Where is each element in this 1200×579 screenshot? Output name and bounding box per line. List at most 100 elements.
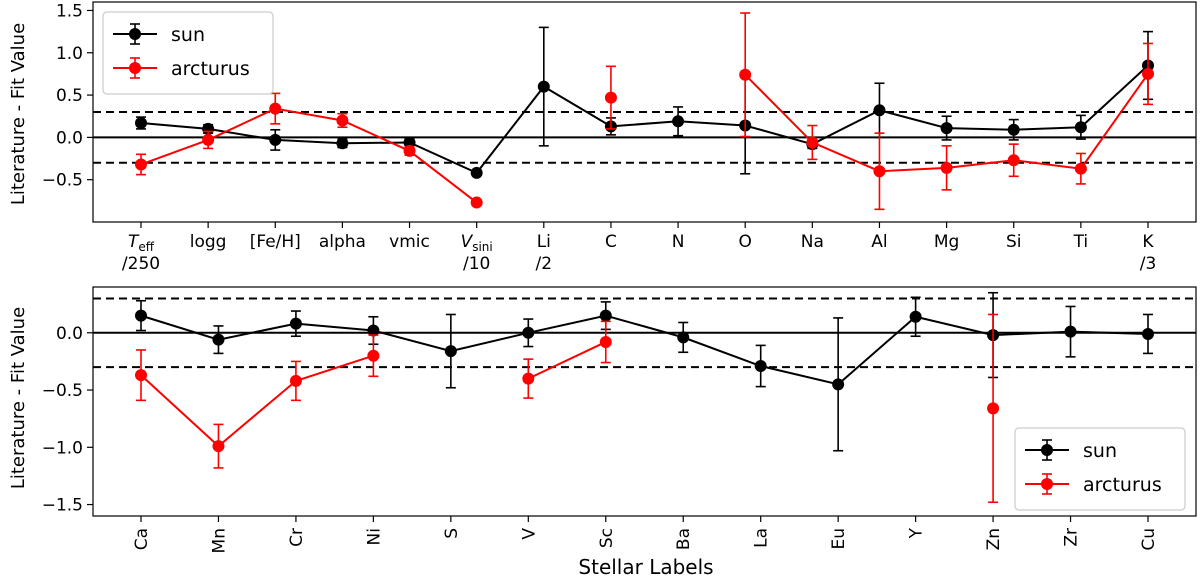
- legend-marker-arcturus: [1041, 478, 1053, 490]
- x-tick-label: Ca: [132, 528, 152, 550]
- x-axis-label: Stellar Labels: [578, 555, 713, 579]
- sun-point: [873, 104, 886, 117]
- arcturus-point: [403, 144, 416, 157]
- sun-series-line: [140, 64, 1149, 175]
- sun-point: [1064, 325, 1077, 338]
- legend: sun arcturus: [1014, 427, 1186, 511]
- x-tick-label: Eu: [829, 528, 849, 550]
- sun-point: [135, 309, 147, 322]
- y-tick-label: 0.0: [56, 324, 83, 344]
- x-tick-label: Mg: [934, 232, 959, 252]
- legend-box: [1014, 427, 1186, 511]
- sun-point: [444, 345, 457, 358]
- y-tick-label: −0.5: [42, 381, 83, 401]
- arcturus-point: [212, 440, 225, 453]
- legend-label-sun: sun: [171, 24, 205, 46]
- sun-point: [367, 324, 380, 337]
- x-tick-label: Sc: [597, 528, 617, 548]
- arcturus-series-line: [140, 107, 478, 204]
- arcturus-point: [1142, 67, 1154, 80]
- x-tick-label: C: [605, 232, 617, 252]
- x-tick-label: vmic: [389, 232, 430, 252]
- x-tick-label: Al: [871, 232, 887, 252]
- x-tick-label: Vsini: [461, 232, 493, 254]
- sun-point: [403, 136, 416, 149]
- arcturus-point: [599, 335, 612, 348]
- sun-point: [1007, 123, 1020, 136]
- plot-frame: [92, 1, 1197, 223]
- x-tick-label: Ba: [674, 528, 694, 550]
- sun-point: [522, 326, 535, 339]
- x-tick-label: O: [739, 232, 752, 252]
- sun-point: [269, 133, 282, 146]
- x-tick-label: La: [752, 528, 772, 548]
- legend-label-arcturus: arcturus: [171, 58, 250, 80]
- arcturus-point: [289, 374, 302, 387]
- top-panel: 1.5 1.0 0.5 0.0 −0.5 Teff/250 logg [Fe/H] alpha v…: [42, 1, 1197, 274]
- sun-point: [940, 122, 953, 135]
- legend-marker-arcturus: [129, 62, 141, 74]
- arcturus-point: [135, 369, 147, 382]
- bottom-panel: 0.0 −0.5 −1.0 −1.5 Ca Mn Cr Ni S V Sc Ba La Eu Y Zn Zr Cu…: [42, 286, 1197, 553]
- top-y-axis-label: Literature - Fit Value: [8, 23, 29, 205]
- arcturus-point: [1007, 154, 1020, 167]
- x-tick-label: Ti: [1073, 232, 1089, 252]
- sun-point: [672, 115, 685, 128]
- x-tick-label: Zn: [984, 528, 1004, 550]
- sun-point: [1142, 327, 1154, 340]
- sun-point: [832, 378, 845, 391]
- arcturus-point: [987, 402, 1000, 415]
- y-tick-label: −1.5: [42, 496, 83, 516]
- x-tick-label: S: [442, 528, 462, 539]
- arcturus-point: [135, 158, 147, 171]
- x-tick-label: alpha: [319, 232, 366, 252]
- x-tick-label: Cr: [287, 528, 307, 547]
- legend-marker-sun: [1041, 444, 1053, 456]
- legend-marker-sun: [129, 28, 141, 40]
- sun-point: [470, 166, 483, 179]
- sun-point: [909, 310, 922, 323]
- x-tick-label-line2: /3: [1140, 254, 1157, 274]
- x-tick-label: [Fe/H]: [250, 232, 301, 252]
- legend-box: [102, 11, 274, 95]
- x-tick-label: Li: [537, 232, 551, 252]
- sun-point: [537, 80, 550, 93]
- x-tick-label-line2: /10: [463, 254, 490, 274]
- sun-point: [677, 331, 690, 344]
- arcturus-point: [470, 196, 483, 209]
- x-tick-label: Y: [907, 527, 927, 539]
- legend-label-arcturus: arcturus: [1083, 474, 1162, 496]
- x-tick-label: Na: [801, 232, 824, 252]
- sun-point: [754, 360, 767, 373]
- arcturus-point: [202, 133, 215, 146]
- sun-point: [599, 309, 612, 322]
- y-tick-label: 1.0: [56, 44, 83, 64]
- x-tick-label: logg: [190, 232, 227, 252]
- arcturus-point: [604, 91, 617, 104]
- x-tick-label: Ni: [364, 528, 384, 545]
- sun-series-line: [140, 314, 1149, 386]
- y-tick-label: 0.5: [56, 86, 83, 106]
- arcturus-point: [873, 165, 886, 178]
- arcturus-point: [1074, 162, 1087, 175]
- x-tick-label: K: [1142, 232, 1154, 252]
- x-tick-label: Si: [1006, 232, 1022, 252]
- sun-point: [289, 317, 302, 330]
- arcturus-series-line: [140, 354, 374, 448]
- arcturus-point: [336, 114, 349, 127]
- x-tick-label-line2: /2: [536, 254, 553, 274]
- sun-point: [135, 117, 147, 129]
- x-tick-label: Cu: [1139, 528, 1159, 551]
- arcturus-point: [940, 161, 953, 174]
- legend-label-sun: sun: [1083, 440, 1117, 462]
- sun-point: [336, 137, 349, 150]
- x-tick-label: Zr: [1062, 528, 1082, 547]
- x-tick-label: Teff: [128, 232, 155, 254]
- arcturus-point: [522, 372, 535, 385]
- bottom-y-axis-label: Literature - Fit Value: [8, 307, 29, 489]
- y-tick-label: −1.0: [42, 438, 83, 458]
- arcturus-point: [367, 349, 380, 362]
- sun-point: [212, 333, 225, 346]
- arcturus-point: [806, 136, 819, 149]
